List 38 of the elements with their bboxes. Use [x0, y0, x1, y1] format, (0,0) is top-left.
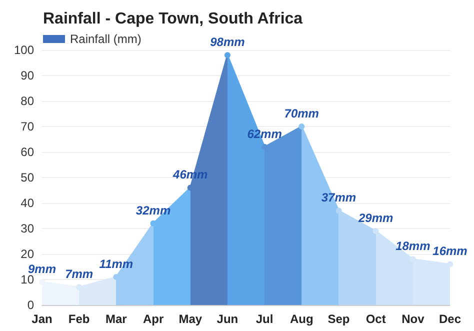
x-tick-label: Feb: [68, 312, 90, 326]
y-tick-label: 50: [20, 170, 34, 184]
x-tick-label: Apr: [142, 312, 164, 326]
y-tick-label: 80: [20, 94, 34, 108]
x-tick-label: May: [178, 312, 202, 326]
chart-title: Rainfall - Cape Town, South Africa: [43, 10, 303, 28]
data-label: 98mm: [210, 35, 246, 50]
x-tick-label: Nov: [402, 312, 425, 326]
data-label: 16mm: [432, 244, 468, 258]
y-tick-label: 0: [27, 298, 34, 312]
x-tick-label: Jan: [32, 312, 52, 326]
data-label: 18mm: [396, 239, 431, 254]
x-tick-label: Mar: [106, 312, 128, 326]
point: [447, 261, 453, 268]
y-tick-label: 70: [20, 120, 34, 134]
point: [410, 256, 416, 262]
y-tick-label: 40: [20, 196, 34, 210]
x-tick-label: Oct: [366, 312, 386, 326]
point: [298, 124, 305, 130]
data-label: 11mm: [99, 256, 134, 271]
data-label: 7mm: [65, 267, 94, 282]
point: [224, 52, 230, 58]
legend-label: Rainfall (mm): [70, 32, 142, 46]
y-tick-label: 30: [20, 222, 34, 236]
x-tick-label: Jun: [216, 312, 238, 326]
data-label: 70mm: [284, 106, 320, 120]
y-tick-label: 100: [14, 43, 34, 57]
y-tick-label: 60: [20, 145, 34, 159]
point: [372, 228, 379, 234]
x-tick-label: Dec: [438, 312, 462, 326]
y-tick-label: 90: [20, 68, 34, 82]
x-tick-label: Jul: [256, 312, 274, 326]
data-label: 37mm: [321, 190, 356, 205]
data-label: 29mm: [357, 211, 394, 226]
x-tick-label: Sep: [328, 312, 350, 326]
x-tick-label: Aug: [290, 312, 314, 326]
point: [336, 208, 342, 214]
y-tick-label: 20: [20, 247, 34, 261]
